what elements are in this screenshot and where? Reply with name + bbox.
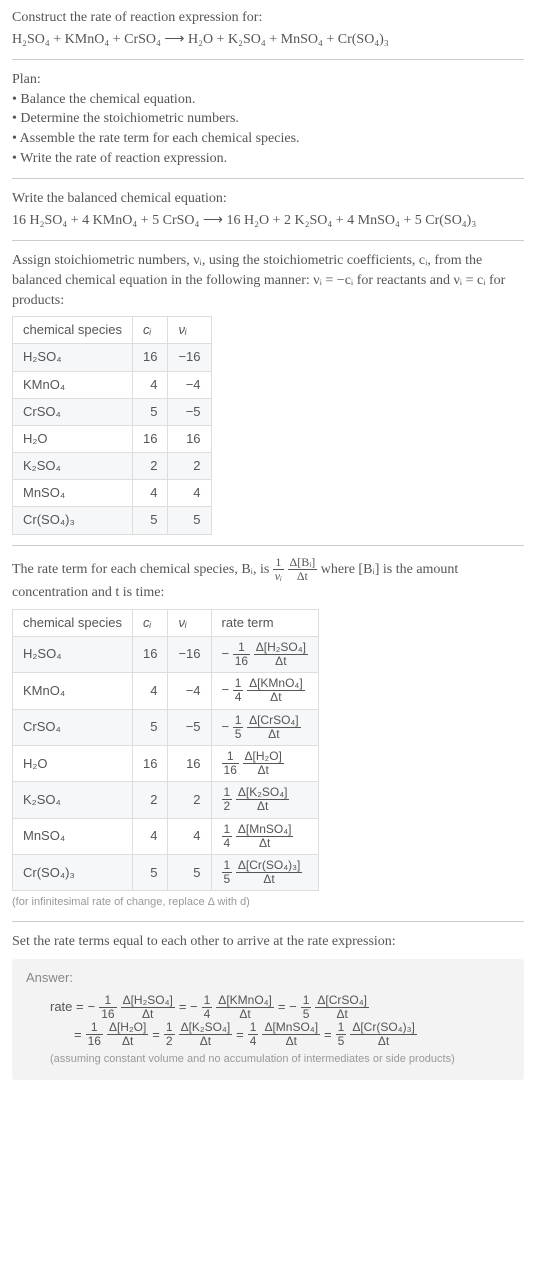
- cell: 116 Δ[H₂O]Δt: [211, 745, 318, 781]
- col-header: chemical species: [13, 609, 133, 636]
- cell: − 116 Δ[H₂SO₄]Δt: [211, 636, 318, 672]
- cell: − 14 Δ[KMnO₄]Δt: [211, 673, 318, 709]
- balanced-intro: Write the balanced chemical equation:: [12, 189, 524, 209]
- cell: −5: [168, 398, 211, 425]
- divider: [12, 59, 524, 60]
- cell: KMnO₄: [13, 371, 133, 398]
- cell: MnSO₄: [13, 480, 133, 507]
- cell: 14 Δ[MnSO₄]Δt: [211, 818, 318, 854]
- cell: 12 Δ[K₂SO₄]Δt: [211, 782, 318, 818]
- divider: [12, 921, 524, 922]
- cell: 16: [168, 745, 211, 781]
- cell: CrSO₄: [13, 709, 133, 745]
- cell: 4: [133, 818, 168, 854]
- cell: H₂SO₄: [13, 636, 133, 672]
- page-title: Construct the rate of reaction expressio…: [12, 8, 524, 28]
- cell: 2: [133, 782, 168, 818]
- hint-text: (for infinitesimal rate of change, repla…: [12, 895, 524, 910]
- col-header: νᵢ: [168, 317, 211, 344]
- divider: [12, 240, 524, 241]
- cell: 2: [133, 453, 168, 480]
- cell: 5: [133, 855, 168, 891]
- col-header: cᵢ: [133, 609, 168, 636]
- cell: 5: [133, 398, 168, 425]
- cell: 2: [168, 453, 211, 480]
- cell: 4: [168, 818, 211, 854]
- plan-item: Assemble the rate term for each chemical…: [12, 129, 524, 149]
- cell: Cr(SO₄)₃: [13, 507, 133, 534]
- plan-item: Write the rate of reaction expression.: [12, 149, 524, 169]
- cell: KMnO₄: [13, 673, 133, 709]
- plan-list: Balance the chemical equation. Determine…: [12, 90, 524, 168]
- cell: Cr(SO₄)₃: [13, 855, 133, 891]
- equation-unbalanced: H₂SO₄ + KMnO₄ + CrSO₄ ⟶ H₂O + K₂SO₄ + Mn…: [12, 30, 524, 50]
- cell: 4: [133, 673, 168, 709]
- stoich-table: chemical species cᵢ νᵢ H₂SO₄16−16 KMnO₄4…: [12, 316, 212, 535]
- cell: MnSO₄: [13, 818, 133, 854]
- rate-table: chemical species cᵢ νᵢ rate term H₂SO₄16…: [12, 609, 319, 892]
- cell: CrSO₄: [13, 398, 133, 425]
- cell: K₂SO₄: [13, 782, 133, 818]
- cell: 15 Δ[Cr(SO₄)₃]Δt: [211, 855, 318, 891]
- col-header: chemical species: [13, 317, 133, 344]
- cell: 16: [133, 344, 168, 371]
- answer-line-1: rate = −116Δ[H₂SO₄]Δt = −14Δ[KMnO₄]Δt = …: [50, 994, 510, 1021]
- col-header: cᵢ: [133, 317, 168, 344]
- cell: H₂O: [13, 425, 133, 452]
- cell: 2: [168, 782, 211, 818]
- rate-intro: The rate term for each chemical species,…: [12, 556, 524, 603]
- col-header: rate term: [211, 609, 318, 636]
- answer-note: (assuming constant volume and no accumul…: [50, 1052, 510, 1067]
- plan-heading: Plan:: [12, 70, 524, 90]
- answer-line-2: =116Δ[H₂O]Δt =12Δ[K₂SO₄]Δt =14Δ[MnSO₄]Δt…: [74, 1021, 510, 1048]
- cell: −16: [168, 344, 211, 371]
- cell: H₂SO₄: [13, 344, 133, 371]
- cell: 5: [168, 855, 211, 891]
- cell: −5: [168, 709, 211, 745]
- plan-item: Balance the chemical equation.: [12, 90, 524, 110]
- cell: 5: [133, 507, 168, 534]
- cell: −4: [168, 371, 211, 398]
- cell: −4: [168, 673, 211, 709]
- cell: − 15 Δ[CrSO₄]Δt: [211, 709, 318, 745]
- col-header: νᵢ: [168, 609, 211, 636]
- answer-box: Answer: rate = −116Δ[H₂SO₄]Δt = −14Δ[KMn…: [12, 959, 524, 1079]
- cell: 4: [133, 480, 168, 507]
- cell: 5: [133, 709, 168, 745]
- cell: 16: [133, 425, 168, 452]
- stoich-intro: Assign stoichiometric numbers, νᵢ, using…: [12, 251, 524, 310]
- cell: 4: [168, 480, 211, 507]
- final-intro: Set the rate terms equal to each other t…: [12, 932, 524, 952]
- cell: 16: [168, 425, 211, 452]
- cell: K₂SO₄: [13, 453, 133, 480]
- divider: [12, 545, 524, 546]
- rate-frac-conc: Δ[Bᵢ]Δt: [288, 556, 318, 583]
- cell: −16: [168, 636, 211, 672]
- cell: 5: [168, 507, 211, 534]
- answer-label: Answer:: [26, 969, 510, 987]
- cell: 16: [133, 745, 168, 781]
- plan-item: Determine the stoichiometric numbers.: [12, 109, 524, 129]
- equation-balanced: 16 H₂SO₄ + 4 KMnO₄ + 5 CrSO₄ ⟶ 16 H₂O + …: [12, 211, 524, 231]
- cell: H₂O: [13, 745, 133, 781]
- cell: 16: [133, 636, 168, 672]
- cell: 4: [133, 371, 168, 398]
- divider: [12, 178, 524, 179]
- rate-frac-coeff: 1νᵢ: [273, 556, 284, 583]
